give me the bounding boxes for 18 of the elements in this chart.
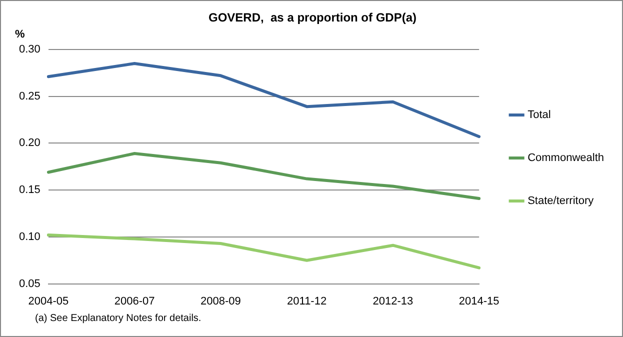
x-tick-label: 2014-15 bbox=[458, 295, 500, 308]
y-tick-label: 0.15 bbox=[18, 184, 40, 196]
legend-label: State/territory bbox=[528, 195, 594, 208]
x-tick-label: 2004-05 bbox=[28, 295, 69, 308]
chart-title: GOVERD, as a proportion of GDP(a) bbox=[208, 10, 417, 25]
y-tick-label: 0.10 bbox=[18, 230, 40, 243]
x-tick-label: 2008-09 bbox=[200, 295, 241, 308]
y-tick-label: 0.30 bbox=[18, 43, 40, 56]
y-tick-label: 0.20 bbox=[18, 137, 40, 150]
text: (a) See Explanatory Notes for details. bbox=[35, 313, 202, 324]
y-tick-label: 0.05 bbox=[18, 278, 40, 290]
y-tick-label: 0.25 bbox=[18, 90, 40, 102]
x-tick-label: 2011-12 bbox=[287, 295, 327, 308]
legend-label: Total bbox=[528, 109, 551, 122]
x-tick-label: 2006-07 bbox=[114, 295, 155, 308]
legend-label: Commonwealth bbox=[528, 152, 604, 164]
x-tick-label: 2012-13 bbox=[372, 295, 414, 308]
y-axis-title: % bbox=[15, 28, 25, 40]
